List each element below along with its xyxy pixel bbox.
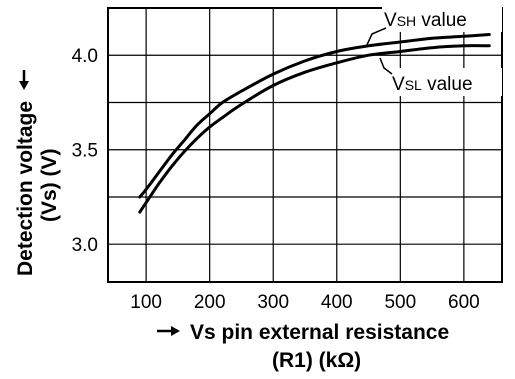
- series-label-vsl: VSL value: [390, 68, 502, 96]
- series-label-vsh-main: V: [384, 10, 397, 31]
- x-tick-label: 300: [257, 292, 289, 313]
- series-leader-vsl: [379, 57, 393, 75]
- y-axis-arrowhead-icon: [19, 81, 29, 90]
- y-tick-label: 3.5: [72, 141, 98, 162]
- series-label-vsh-sub: SH: [397, 13, 416, 29]
- y-tick-label: 3.0: [72, 235, 98, 256]
- svg-text:VSH value: VSH value: [384, 10, 467, 31]
- grid: [108, 7, 502, 282]
- series-label-vsh: VSH value: [382, 4, 502, 32]
- x-tick-label: 100: [130, 292, 162, 313]
- svg-text:VSL value: VSL value: [392, 74, 473, 95]
- x-axis-title: Vs pin external resistance (R1) (kΩ): [157, 321, 449, 372]
- series-label-vsl-main: V: [392, 74, 405, 95]
- series-leader-vsh: [365, 27, 387, 48]
- x-tick-label: 400: [321, 292, 353, 313]
- y-axis-title: Detection voltage (Vs) (V): [14, 70, 61, 276]
- x-axis-arrowhead-icon: [171, 326, 180, 336]
- series-label-vsl-sub: SL: [405, 77, 422, 93]
- y-axis-title-line1: Detection voltage: [14, 101, 37, 276]
- y-axis-title-line2: (Vs) (V): [38, 149, 61, 223]
- x-tick-label: 600: [448, 292, 480, 313]
- series-label-vsh-suffix: value: [416, 10, 467, 31]
- x-tick-label: 500: [384, 292, 416, 313]
- series-line-vsh: [138, 33, 491, 199]
- series-lines: [138, 33, 491, 214]
- x-tick-label: 200: [194, 292, 226, 313]
- x-axis-title-line1: Vs pin external resistance: [190, 321, 449, 344]
- x-axis-title-line2: (R1) (kΩ): [272, 349, 361, 372]
- ticks: 100 200 300 400 500 600 3.0 3.5 4.0: [72, 46, 480, 313]
- series-label-vsl-suffix: value: [422, 74, 473, 95]
- series-line-vsl: [138, 44, 491, 214]
- y-tick-label: 4.0: [72, 46, 98, 67]
- plot-frame: [107, 7, 503, 283]
